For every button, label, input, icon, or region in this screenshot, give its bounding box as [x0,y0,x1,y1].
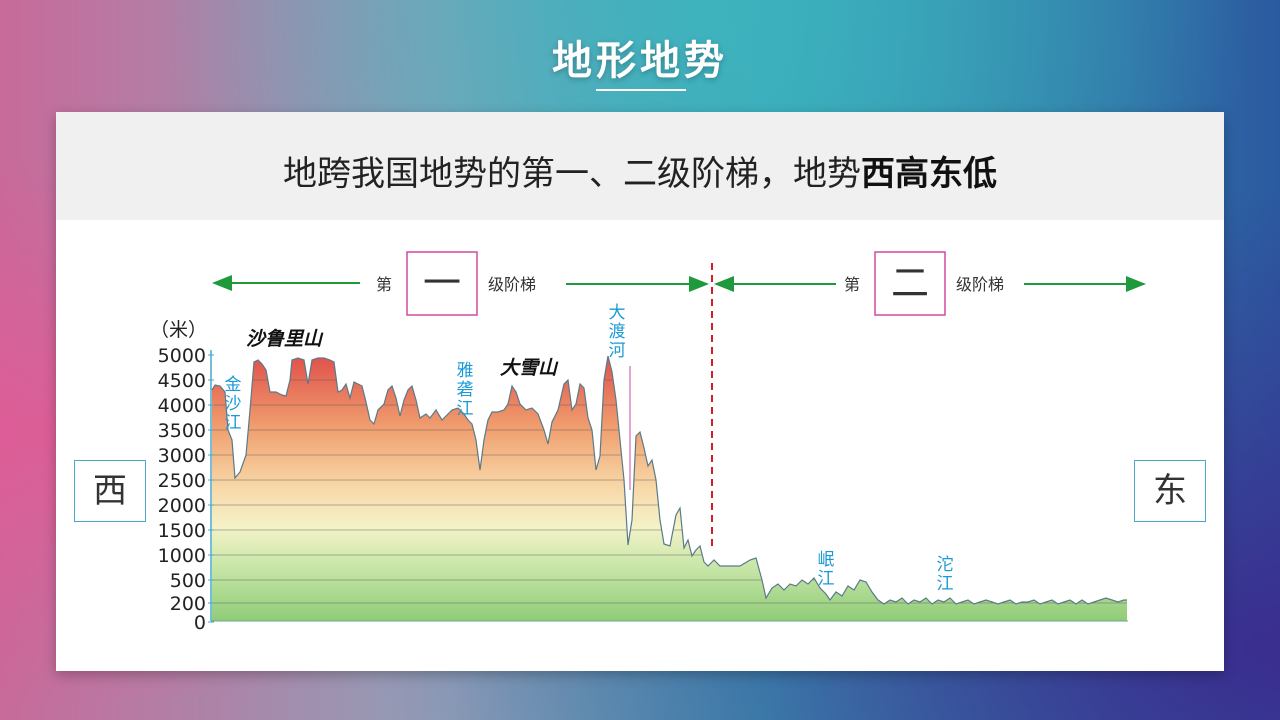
label-dadu-river-char: 渡 [609,322,626,342]
second-step-box [874,251,946,316]
y-tick-label: 0 [194,612,206,634]
label-jinsha-river-char: 沙 [225,394,242,414]
label-dadu-river: 大渡河 [609,303,626,361]
y-tick-label: 500 [170,570,206,592]
label-tuo-river-char: 沱 [937,555,954,575]
label-shaluli-mountain: 沙鲁里山 [246,328,324,350]
y-tick-label: 4000 [158,395,206,417]
label-min-river-char: 岷 [818,550,835,570]
label-daxue-mountain: 大雪山 [500,357,559,379]
label-jinsha-river-char: 金 [225,375,242,395]
label-yalong-river-char: 砻 [457,380,474,400]
subtitle: 地跨我国地势的第一、二级阶梯，地势西高东低 [56,146,1224,195]
first-step-numeral: 一 [423,261,461,305]
label-jinsha-river: 金沙江 [225,375,242,433]
y-tick-label: 5000 [158,345,206,367]
y-axis-unit: （米） [150,319,207,341]
y-tick-label: 200 [170,593,206,615]
label-min-river: 岷江 [818,550,835,589]
label-dadu-river-char: 河 [609,341,626,361]
first-step-prefix: 第 [376,275,392,294]
first-step-suffix: 级阶梯 [488,275,536,294]
y-tick-label: 2000 [158,495,206,517]
title-underline [596,89,686,91]
label-yalong-river: 雅砻江 [457,361,474,419]
y-axis-ticks: 5000450040003500300025002000150010005002… [158,345,214,634]
west-label-box: 西 [74,460,146,522]
east-label: 东 [1153,471,1187,511]
label-tuo-river: 沱江 [937,555,954,594]
west-label: 西 [93,471,127,511]
label-yalong-river-char: 雅 [457,361,474,381]
y-tick-label: 1500 [158,520,206,542]
first-step-box [406,251,478,316]
y-tick-label: 4500 [158,370,206,392]
subtitle-normal: 地跨我国地势的第一、二级阶梯，地势 [283,154,861,194]
slide-title: 地形地势 [552,38,728,84]
terrain-fill-group [211,355,1127,621]
y-tick-label: 3000 [158,445,206,467]
label-jinsha-river-char: 江 [225,413,242,433]
y-tick-label: 2500 [158,470,206,492]
label-yalong-river-char: 江 [457,399,474,419]
label-dadu-river-char: 大 [609,303,626,323]
y-tick-label: 1000 [158,545,206,567]
label-min-river-char: 江 [818,569,835,589]
second-step-prefix: 第 [844,275,860,294]
card-header: 地跨我国地势的第一、二级阶梯，地势西高东低 [56,112,1224,220]
y-tick-label: 3500 [158,420,206,442]
label-tuo-river-char: 江 [937,574,954,594]
east-label-box: 东 [1134,460,1206,522]
second-step-numeral: 二 [891,261,929,305]
terrain-outline [211,355,1127,605]
second-step-suffix: 级阶梯 [956,275,1004,294]
subtitle-bold: 西高东低 [861,154,997,194]
